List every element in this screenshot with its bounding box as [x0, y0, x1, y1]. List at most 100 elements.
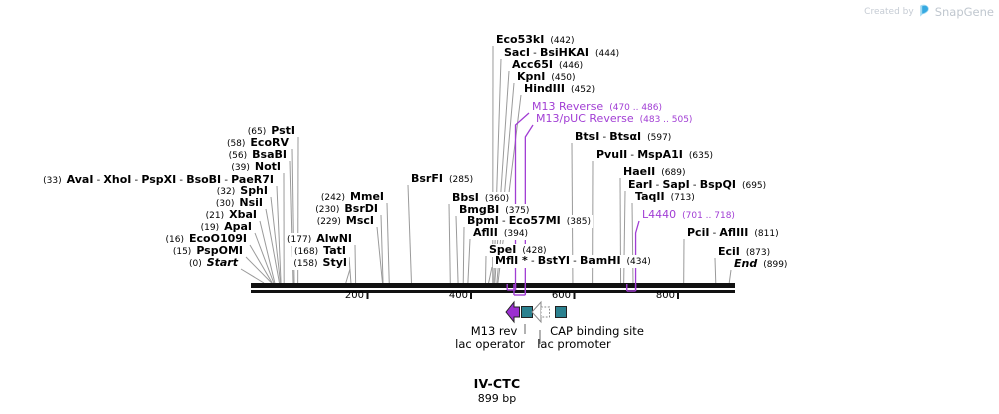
site-position: (33) — [43, 176, 62, 186]
site-leader-line — [448, 203, 451, 284]
site-label[interactable]: (21) XbaI — [203, 208, 259, 222]
snapgene-logo-icon — [919, 4, 930, 20]
site-label[interactable]: AflII (394) — [471, 227, 531, 240]
site-label[interactable]: PciI - AflIII (811) — [685, 227, 781, 240]
site-label[interactable]: SpeI (428) — [487, 244, 549, 257]
site-leader-line — [265, 208, 281, 284]
site-label[interactable]: PvuII - MspA1I (635) — [594, 148, 716, 162]
site-label[interactable]: EarI - SapI - BspQI (695) — [626, 178, 769, 192]
site-label[interactable]: BpmI - Eco57MI (385) — [465, 215, 593, 228]
enzyme-name: BpmI — [467, 214, 499, 227]
site-label[interactable]: KpnI (450) — [515, 71, 578, 84]
site-position: (39) — [231, 163, 250, 173]
site-position: (58) — [226, 139, 246, 149]
site-label[interactable]: HaeII (689) — [621, 166, 688, 179]
site-label[interactable]: End (899) — [732, 258, 790, 271]
site-label[interactable]: BmgBI (375) — [457, 204, 532, 217]
enzyme-name: XbaI — [229, 208, 257, 221]
site-label[interactable]: TaqII (713) — [633, 191, 697, 204]
site-label[interactable]: (33) AvaI - XhoI - PspXI - BsoBI - PaeR7I — [41, 174, 276, 187]
site-label[interactable]: (168) TatI — [291, 244, 348, 258]
site-leader-line — [467, 238, 471, 284]
name-separator: - — [527, 256, 538, 267]
site-position: (65) — [247, 127, 267, 137]
name-separator: - — [529, 48, 540, 59]
site-label[interactable]: BtsI - BtsαI (597) — [573, 130, 674, 144]
enzyme-name: TaqII — [635, 190, 665, 203]
enzyme-name: PspXI — [141, 173, 177, 186]
feature-label[interactable]: CAP binding site — [550, 324, 644, 338]
name-separator: - — [627, 150, 638, 161]
site-label[interactable]: SacI - BsiHKAI (444) — [502, 46, 622, 60]
site-label[interactable]: (56) BsaBI — [226, 149, 289, 162]
site-position: (21) — [205, 211, 225, 221]
lac-promoter-arrow-icon[interactable] — [531, 300, 542, 324]
site-label[interactable]: (16) EcoO109I — [163, 232, 249, 246]
scale-tick — [677, 293, 679, 299]
watermark: Created by SnapGene — [864, 4, 994, 20]
enzyme-name: BtsαI — [609, 130, 642, 143]
site-label[interactable]: (230) BsrDI — [313, 203, 380, 216]
name-separator: - — [709, 228, 720, 239]
site-label[interactable]: BbsI (360) — [450, 192, 512, 205]
lac-promoter-arrow-body[interactable] — [540, 306, 550, 318]
enzyme-name: BsiHKAI — [539, 46, 589, 59]
scale-tick-label: 600 — [551, 290, 571, 301]
primer-label[interactable]: L4440 (701 .. 718) — [640, 209, 737, 222]
site-label[interactable]: (39) NotI — [229, 161, 283, 174]
site-position: (30) — [215, 199, 235, 209]
enzyme-name: MspA1I — [637, 148, 683, 161]
site-label[interactable]: (229) MscI — [314, 214, 376, 228]
site-label[interactable]: HindIII (452) — [522, 83, 598, 96]
site-label[interactable]: (158) StyI — [291, 257, 349, 270]
name-separator: - — [221, 175, 232, 186]
enzyme-name: Start — [206, 256, 238, 269]
scale-tick — [573, 293, 576, 299]
site-label[interactable]: (0) Start — [186, 256, 240, 270]
site-label[interactable]: (177) AlwNI — [285, 233, 354, 246]
site-position: (444) — [594, 49, 620, 59]
site-label[interactable]: (65) PstI — [245, 125, 297, 138]
lac-operator-box-icon[interactable] — [521, 306, 533, 318]
enzyme-name: BamHI — [579, 254, 621, 267]
name-separator: - — [176, 175, 187, 186]
site-label[interactable]: Eco53kI (442) — [494, 34, 577, 47]
site-label[interactable]: (15) PspOMI — [170, 245, 245, 258]
enzyme-name: KpnI — [517, 70, 546, 83]
primer-label[interactable]: M13/pUC Reverse (483 .. 505) — [534, 113, 695, 126]
enzyme-name: NotI — [254, 160, 281, 173]
enzyme-name: Acc65I — [512, 58, 553, 71]
site-leader-line — [245, 256, 273, 284]
name-separator: - — [131, 175, 142, 186]
feature-label[interactable]: M13 rev — [470, 324, 518, 338]
site-label[interactable]: (19) ApaI — [198, 221, 254, 234]
site-label[interactable]: Acc65I (446) — [510, 58, 586, 72]
site-label[interactable]: (32) SphI — [214, 185, 270, 198]
site-label[interactable]: (58) EcoRV — [224, 137, 291, 150]
enzyme-name: MscI — [345, 214, 374, 227]
feature-label[interactable]: lac operator — [455, 337, 525, 351]
enzyme-name: BsrDI — [344, 202, 378, 215]
site-position: (168) — [293, 247, 319, 257]
site-label[interactable]: BsrFI (285) — [409, 173, 476, 186]
enzyme-name: AflIII — [719, 226, 749, 239]
feature-label[interactable]: lac promoter — [537, 337, 611, 351]
cap-binding-site-box-icon[interactable] — [555, 306, 567, 318]
site-leader-line — [270, 196, 282, 284]
site-label[interactable]: EciI (873) — [716, 245, 773, 259]
enzyme-name: SpeI — [489, 243, 517, 256]
enzyme-name: EcoO109I — [189, 232, 247, 245]
site-label[interactable]: (30) NsiI — [213, 197, 265, 210]
site-label[interactable]: (242) MmeI — [318, 191, 386, 204]
enzyme-name: EciI — [718, 245, 740, 258]
site-label[interactable]: MflI * - BstYI - BamHI (434) — [493, 255, 653, 268]
site-position: (360) — [484, 194, 510, 204]
site-leader-line — [380, 214, 384, 284]
enzyme-name: TatI — [323, 244, 346, 257]
enzyme-name: BspQI — [699, 178, 736, 191]
m13-rev-arrow-icon[interactable] — [505, 300, 520, 324]
site-position: (230) — [315, 205, 340, 215]
primer-label[interactable]: M13 Reverse (470 .. 486) — [530, 101, 665, 114]
site-position: (242) — [320, 193, 346, 203]
